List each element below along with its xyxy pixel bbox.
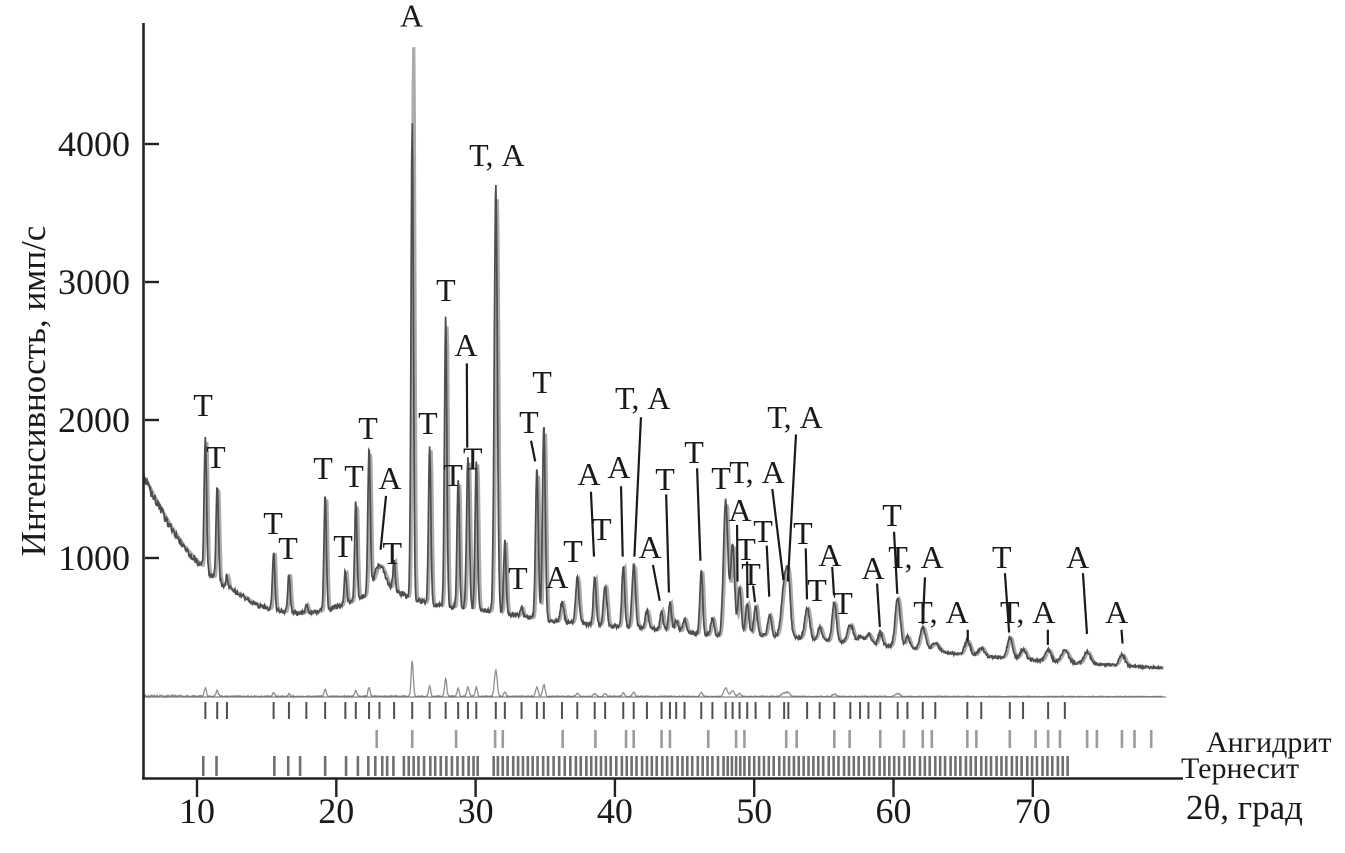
peak-label: А: [378, 460, 401, 496]
peak-label: Т: [532, 364, 552, 400]
peak-label: А: [607, 449, 630, 485]
peak-label: Т, А: [729, 454, 784, 490]
peak-label: Т: [313, 450, 333, 486]
peak-label: Т: [519, 404, 539, 440]
peak-label: А: [638, 529, 661, 565]
peak-label: Т: [882, 497, 902, 533]
peak-label: Т, А: [1000, 594, 1055, 630]
y-tick-label-4000: 4000: [58, 124, 130, 164]
anhydrite-tick-row: [375, 730, 1153, 748]
y-tick-label-3000: 3000: [58, 262, 130, 302]
peak-label: Т, А: [615, 380, 670, 416]
ternesite-tick-row: [201, 756, 1069, 776]
peak-label: Т: [278, 530, 298, 566]
peak-label: Т, А: [888, 539, 943, 575]
peak-label: Т: [807, 572, 827, 608]
peak-label: Т: [711, 460, 731, 496]
peak-label: А: [1066, 539, 1089, 575]
peak-label: Т: [508, 560, 528, 596]
x-tick-label-50: 50: [736, 791, 772, 831]
peak-label: Т: [655, 461, 675, 497]
x-tick-label-20: 20: [318, 791, 354, 831]
peak-label: Т: [358, 410, 378, 446]
phase-label-ternesite: Тернесит: [1181, 752, 1300, 785]
peak-label: Т: [418, 405, 438, 441]
peak-label: А: [400, 0, 423, 34]
y-axis-title: Интенсивность, имп/с: [14, 225, 53, 557]
peak-label: Т: [753, 513, 773, 549]
peak-label: А: [861, 550, 884, 586]
peak-label: Т: [436, 272, 456, 308]
axes: [142, 23, 1183, 780]
peak-label: Т: [344, 458, 364, 494]
peak-label: А: [454, 327, 477, 363]
peak-label: Т, А: [469, 137, 524, 173]
observed-trace: [142, 123, 1163, 671]
peak-label: Т: [463, 441, 483, 477]
x-tick-label-40: 40: [597, 791, 633, 831]
peak-label: Т: [736, 531, 756, 567]
peak-label: Т: [193, 387, 213, 423]
peak-label: Т: [992, 539, 1012, 575]
difference-trace: [142, 660, 1163, 699]
peak-label: Т: [383, 535, 403, 571]
peak-label: Т: [592, 511, 612, 547]
y-tick-label-2000: 2000: [58, 400, 130, 440]
peak-label: А: [545, 559, 568, 595]
peak-label: А: [1105, 594, 1128, 630]
peak-label: Т: [263, 505, 283, 541]
peak-label: Т, А: [913, 594, 968, 630]
peak-label: Т: [833, 585, 853, 621]
peak-label: Т: [684, 434, 704, 470]
peak-label: Т: [333, 528, 353, 564]
x-tick-label-70: 70: [1015, 791, 1051, 831]
x-tick-label-60: 60: [876, 791, 912, 831]
x-tick-label-30: 30: [458, 791, 494, 831]
peak-label: Т: [741, 556, 761, 592]
observed-reflection-ticks: [204, 702, 1066, 719]
peak-label: А: [577, 456, 600, 492]
peak-label-leaders: [379, 363, 1124, 645]
peak-label: А: [728, 492, 751, 528]
peak-label: Т: [563, 533, 583, 569]
phase-label-anhydrite: Ангидрит: [1206, 726, 1332, 759]
x-axis-ticks: 10 20 30 40 50 60 70: [179, 779, 1051, 831]
y-tick-label-1000: 1000: [58, 538, 130, 578]
x-axis-title: 2θ, град: [1186, 788, 1303, 827]
peak-label: Т, А: [767, 399, 822, 435]
peak-label: А: [818, 537, 841, 573]
y-axis-ticks: 1000 2000 3000 4000: [58, 124, 159, 578]
peak-label: Т: [793, 515, 813, 551]
x-tick-label-10: 10: [179, 791, 215, 831]
peak-label: Т: [206, 439, 226, 475]
peak-label: Т: [443, 457, 463, 493]
